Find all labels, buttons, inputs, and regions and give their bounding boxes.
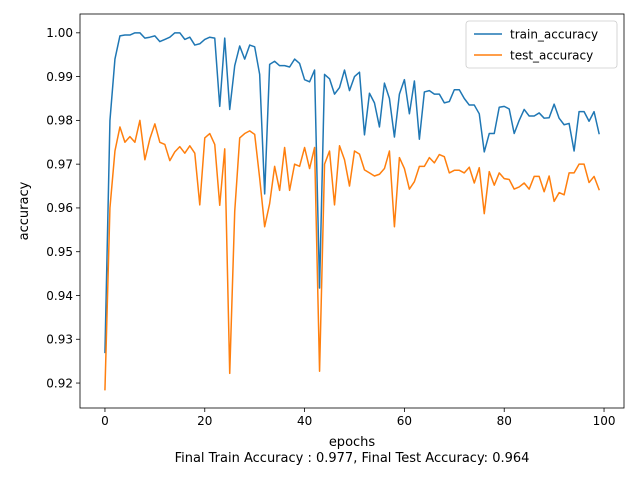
y-tick-label: 0.94	[46, 289, 73, 303]
series-line-test-accuracy	[104, 119, 601, 391]
y-tick-label: 0.93	[46, 333, 73, 347]
series-layer	[104, 32, 601, 391]
y-tick-label: 0.99	[46, 70, 73, 84]
x-tick-label: 20	[197, 414, 212, 428]
legend-label: train_accuracy	[510, 28, 598, 42]
x-axis-label: epochs	[329, 435, 376, 450]
y-axis-label: accuracy	[17, 181, 32, 240]
x-axis: 0 20 40 60 80 100	[101, 408, 615, 428]
y-tick-label: 1.00	[46, 26, 73, 40]
legend-label: test_accuracy	[510, 49, 593, 63]
legend: train_accuracy test_accuracy	[465, 20, 618, 69]
y-tick-label: 0.95	[46, 245, 73, 259]
y-axis: 0.92 0.93 0.94 0.95 0.96 0.97 0.98 0.99 1.00	[46, 26, 80, 390]
x-tick-label: 40	[297, 414, 312, 428]
x-tick-label: 60	[397, 414, 412, 428]
y-tick-label: 0.96	[46, 201, 73, 215]
series-line-train-accuracy	[104, 32, 600, 354]
x-tick-label: 80	[497, 414, 512, 428]
plot-frame	[79, 13, 625, 409]
legend-box	[465, 20, 618, 69]
y-tick-label: 0.97	[46, 157, 73, 171]
y-tick-label: 0.92	[46, 376, 73, 390]
y-tick-label: 0.98	[46, 114, 73, 128]
x-tick-label: 0	[101, 414, 109, 428]
x-tick-label: 100	[593, 414, 616, 428]
chart-caption: Final Train Accuracy : 0.977, Final Test…	[175, 451, 530, 466]
